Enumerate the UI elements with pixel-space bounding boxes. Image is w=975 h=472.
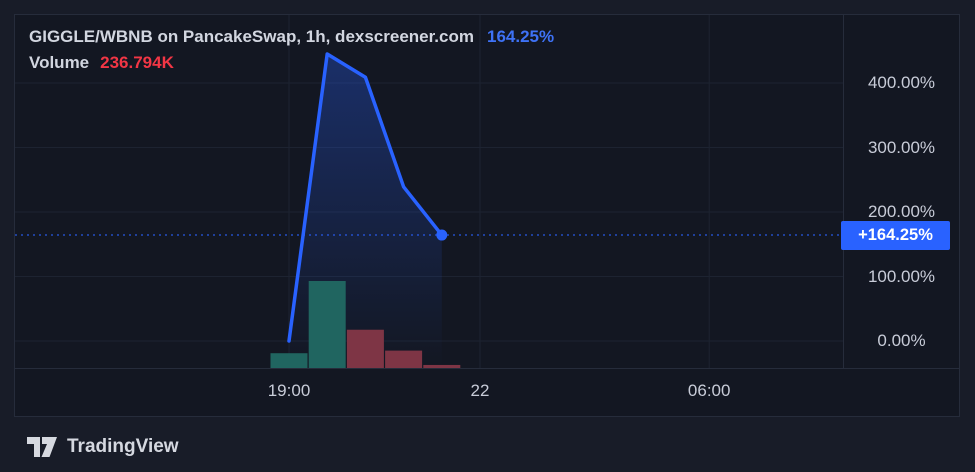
price-tick-label: 200.00% (867, 202, 936, 221)
time-tick-label: 22 (470, 381, 490, 400)
volume-value: 236.794K (100, 53, 174, 72)
legend-row-symbol: GIGGLE/WBNB on PancakeSwap, 1h, dexscree… (29, 24, 554, 50)
time-axis[interactable]: 19:00 22 06:00 (15, 368, 959, 416)
time-tick-label: 19:00 (267, 381, 311, 400)
volume-bar-22:00 (385, 350, 423, 368)
time-tick-label: 06:00 (687, 381, 731, 400)
tradingview-attribution[interactable]: TradingView (27, 434, 179, 460)
symbol-title[interactable]: GIGGLE/WBNB on PancakeSwap, 1h, dexscree… (29, 27, 474, 46)
tradingview-logo-icon (27, 437, 57, 457)
price-tick-label: 400.00% (867, 73, 936, 92)
horizontal-gridlines (15, 82, 843, 342)
legend: GIGGLE/WBNB on PancakeSwap, 1h, dexscree… (29, 24, 554, 76)
volume-bar-23:00 (423, 364, 461, 368)
price-tick-label: 100.00% (867, 266, 936, 286)
change-value: 164.25% (486, 27, 555, 46)
last-point-dot (436, 229, 448, 241)
plot-area[interactable]: GIGGLE/WBNB on PancakeSwap, 1h, dexscree… (15, 15, 843, 368)
volume-bar-19:00 (270, 353, 308, 368)
price-line (287, 52, 444, 343)
price-tick-label: 0.00% (877, 331, 926, 350)
legend-row-volume: Volume 236.794K (29, 50, 554, 76)
price-chart-canvas[interactable] (15, 15, 843, 368)
volume-bars (270, 281, 461, 368)
price-tick-label: 300.00% (867, 137, 936, 157)
price-axis[interactable]: +164.25% 0.00% 100.00% 200.00% 300.00% 400.0… (841, 15, 959, 368)
volume-bar-20:00 (308, 281, 346, 368)
chart-widget: GIGGLE/WBNB on PancakeSwap, 1h, dexscree… (14, 14, 960, 417)
volume-label[interactable]: Volume (29, 53, 90, 72)
current-price-badge: +164.25% (841, 220, 950, 250)
vertical-gridlines (288, 15, 710, 368)
tradingview-brand-text: TradingView (67, 436, 179, 457)
volume-bar-21:00 (346, 329, 384, 368)
